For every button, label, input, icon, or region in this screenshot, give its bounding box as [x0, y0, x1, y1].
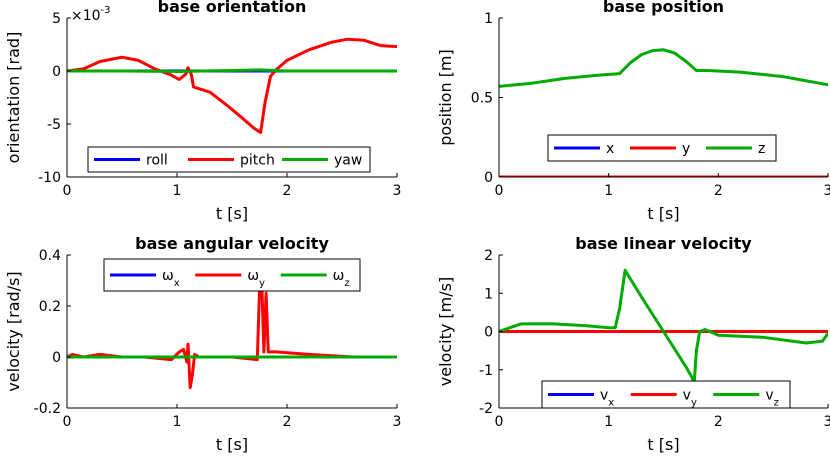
series-line-2: [499, 268, 828, 385]
legend-entry: ωy: [247, 268, 265, 289]
x-tick-label: 0: [63, 414, 72, 430]
y-axis-label: velocity [m/s]: [436, 277, 455, 386]
series-line-2: [499, 48, 828, 88]
legend-symbol: ω: [162, 268, 174, 284]
x-tick-label: 2: [283, 414, 292, 430]
legend: vx vy vz: [541, 380, 791, 409]
chart-title: base orientation: [158, 0, 307, 16]
y-tick-label: 1: [484, 286, 493, 302]
y-tick-label: 0: [484, 325, 493, 341]
x-tick-label: 3: [393, 183, 402, 199]
x-tick-label: 3: [824, 414, 830, 430]
exponent-power: -3: [101, 5, 111, 16]
legend-entry: roll: [146, 153, 168, 169]
x-tick-label: 1: [604, 414, 613, 430]
legend: roll pitch yaw: [87, 146, 371, 173]
series-line-2: [67, 68, 397, 73]
chart-title: base angular velocity: [135, 234, 329, 253]
legend-subscript: y: [691, 398, 697, 409]
x-axis-label: t [s]: [216, 435, 248, 454]
y-tick-label: 0: [52, 350, 61, 366]
legend-label: yaw: [334, 153, 362, 169]
y-tick-label: 0: [484, 170, 493, 186]
chart-title: base position: [603, 0, 724, 16]
y-tick-label: 0: [52, 64, 61, 80]
legend-subscript: z: [774, 398, 779, 409]
legend-entry: z: [758, 141, 765, 157]
legend-label: z: [758, 141, 765, 157]
x-tick-label: 3: [393, 414, 402, 430]
legend-symbol: ω: [247, 268, 259, 284]
chart-0: 0 1 2 3 -10 -5 0 5 base orientation t [s] orientat…: [4, 0, 401, 223]
x-tick-label: 1: [173, 183, 182, 199]
chart-1: 0 1 2 3 0 0.5 1 base position t [s] position [m] x…: [436, 0, 830, 223]
x-tick-label: 2: [283, 183, 292, 199]
x-tick-label: 2: [714, 414, 723, 430]
series-line-1: [67, 37, 397, 134]
y-tick-label: 1: [484, 11, 493, 27]
x-tick-label: 1: [604, 183, 613, 199]
x-tick-label: 0: [495, 414, 504, 430]
legend-entry: ωx: [162, 268, 180, 289]
y-tick-label: -1: [479, 363, 493, 379]
legend-label: x: [606, 141, 614, 157]
legend-symbol: ω: [333, 268, 345, 284]
chart-title: base linear velocity: [575, 234, 752, 253]
legend-entry: ωz: [333, 268, 350, 289]
exponent-mantissa: ×10: [71, 8, 101, 24]
y-tick-label: -5: [47, 117, 61, 133]
legend-symbol: v: [765, 388, 773, 404]
y-axis-label: position [m]: [436, 49, 455, 146]
y-tick-label: 5: [52, 11, 61, 27]
y-tick-label: -2: [479, 401, 493, 417]
legend-entry: yaw: [334, 153, 362, 169]
x-axis-label: t [s]: [647, 204, 679, 223]
chart-3: 0 1 2 3 -2 -1 0 1 2 base linear velocity t [s] velo…: [436, 234, 830, 454]
legend: ωx ωy ωz: [103, 258, 361, 292]
legend-entry: y: [682, 141, 690, 157]
legend-label: y: [682, 141, 690, 157]
legend-symbol: v: [683, 388, 691, 404]
x-axis-label: t [s]: [647, 435, 679, 454]
legend: x y z: [547, 134, 777, 162]
y-tick-label: -10: [38, 170, 61, 186]
y-tick-label: 2: [484, 248, 493, 264]
legend-subscript: x: [174, 278, 180, 289]
legend-label: roll: [146, 153, 168, 169]
y-tick-label: 0.5: [471, 91, 493, 107]
x-tick-label: 0: [495, 183, 504, 199]
legend-subscript: z: [344, 278, 349, 289]
legend-entry: vx: [600, 388, 614, 409]
x-tick-label: 0: [63, 183, 72, 199]
legend-entry: pitch: [240, 153, 275, 169]
y-tick-label: -0.2: [34, 401, 61, 417]
y-tick-label: 0.4: [39, 248, 61, 264]
legend-entry: vz: [765, 388, 779, 409]
y-tick-label: 0.2: [39, 299, 61, 315]
series-line-1: [67, 279, 397, 390]
legend-symbol: v: [600, 388, 608, 404]
legend-entry: x: [606, 141, 614, 157]
legend-subscript: x: [608, 398, 614, 409]
exponent-label: ×10-3: [71, 5, 111, 24]
legend-subscript: y: [259, 278, 265, 289]
x-tick-label: 2: [714, 183, 723, 199]
x-tick-label: 3: [824, 183, 830, 199]
y-axis-label: orientation [rad]: [4, 32, 23, 164]
legend-entry: vy: [683, 388, 697, 409]
x-axis-label: t [s]: [216, 204, 248, 223]
y-axis-label: velocity [rad/s]: [4, 271, 23, 391]
legend-label: pitch: [240, 153, 275, 169]
x-tick-label: 1: [173, 414, 182, 430]
